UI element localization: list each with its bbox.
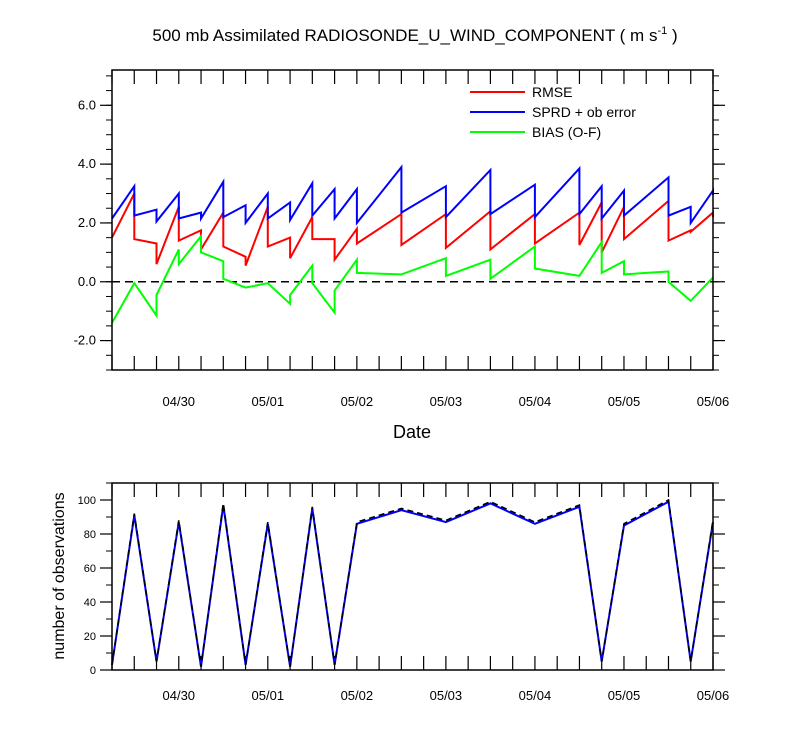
top-x-tick-label: 05/01 <box>252 394 285 409</box>
bottom-x-tick-label: 05/02 <box>341 688 374 703</box>
top-x-tick-label: 05/03 <box>430 394 463 409</box>
bottom-x-tick-label: 05/04 <box>519 688 552 703</box>
bottom-y-tick-label: 60 <box>84 563 96 575</box>
top-x-tick-label: 05/06 <box>697 394 730 409</box>
top-y-tick-label: 2.0 <box>78 215 96 230</box>
observations-solid-line <box>111 500 714 667</box>
series-line-bias <box>111 233 714 324</box>
legend-label-rmse: RMSE <box>532 84 572 100</box>
bottom-x-tick-label: 04/30 <box>163 688 196 703</box>
legend-label-sprd: SPRD + ob error <box>532 104 636 120</box>
top-y-tick-label: 0.0 <box>78 274 96 289</box>
top-x-tick-label: 05/04 <box>519 394 552 409</box>
chart-title-superscript: -1 <box>657 25 667 37</box>
bottom-chart-panel: 04/30 05/01 05/02 05/03 05/04 05/05 05/06 0 20 40… <box>51 482 730 703</box>
top-y-tick-label: -2.0 <box>74 333 96 348</box>
bottom-x-tick-label: 05/03 <box>430 688 463 703</box>
top-chart-panel: 04/30 05/01 05/02 05/03 05/04 05/05 05/06 -2.0 0… <box>74 69 730 442</box>
top-x-tick-label: 05/02 <box>341 394 374 409</box>
bottom-x-tick-label: 05/01 <box>252 688 285 703</box>
bottom-chart-ylabel: number of observations <box>51 492 68 659</box>
bottom-y-tick-label: 20 <box>84 631 96 643</box>
legend-label-bias: BIAS (O-F) <box>532 124 601 140</box>
top-y-tick-label: 6.0 <box>78 97 96 112</box>
bottom-y-tick-label: 80 <box>84 529 96 541</box>
chart-title-end: ) <box>667 26 677 45</box>
bottom-x-tick-label: 05/05 <box>608 688 641 703</box>
top-chart-legend: RMSE SPRD + ob error BIAS (O-F) <box>470 84 636 140</box>
bottom-chart-frame <box>111 482 714 671</box>
series-line-rmse <box>111 193 714 266</box>
bottom-chart-ticks: 04/30 05/01 05/02 05/03 05/04 05/05 05/06 0 20 40… <box>78 482 730 703</box>
bottom-y-tick-label: 0 <box>90 665 96 677</box>
series-line-sprd <box>111 164 714 227</box>
top-x-tick-label: 05/05 <box>608 394 641 409</box>
chart-title: 500 mb Assimilated RADIOSONDE_U_WIND_COM… <box>152 25 677 45</box>
observations-dashed-line <box>111 498 714 667</box>
top-x-tick-label: 04/30 <box>163 394 196 409</box>
top-chart-xlabel: Date <box>393 422 431 442</box>
bottom-x-tick-label: 05/06 <box>697 688 730 703</box>
top-y-tick-label: 4.0 <box>78 156 96 171</box>
bottom-y-tick-label: 40 <box>84 597 96 609</box>
chart-title-main: 500 mb Assimilated RADIOSONDE_U_WIND_COM… <box>152 26 657 45</box>
top-chart-ticks: 04/30 05/01 05/02 05/03 05/04 05/05 05/06 -2.0 0… <box>74 70 730 409</box>
bottom-chart-series-group <box>111 498 714 667</box>
top-chart-frame <box>111 69 714 371</box>
bottom-y-tick-label: 100 <box>78 495 96 507</box>
top-chart-series-group <box>111 164 714 324</box>
